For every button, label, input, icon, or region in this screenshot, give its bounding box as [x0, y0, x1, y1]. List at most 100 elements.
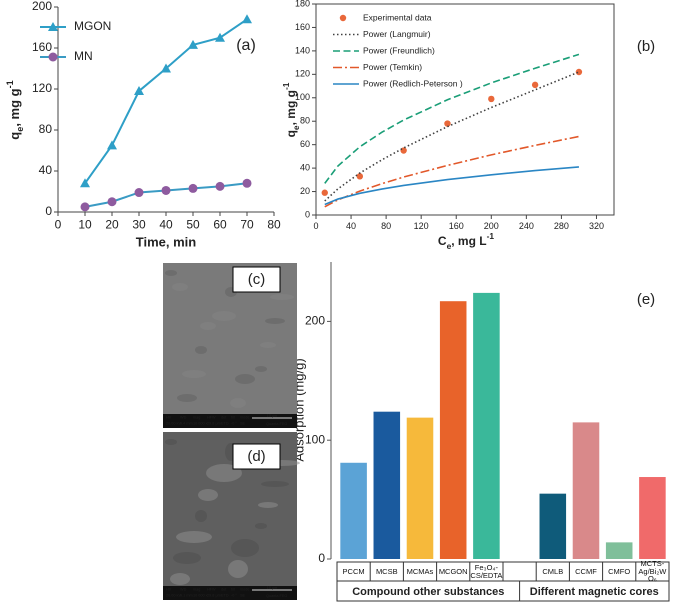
instrument: Quanta FEG [266, 422, 287, 426]
info-value: 29.8 µm [207, 422, 221, 426]
x-tick-label: 0 [313, 221, 318, 231]
group-label: Compound other substances [352, 586, 504, 598]
info-header: mag [193, 416, 200, 420]
texture [228, 560, 248, 578]
info-header: HFW [207, 588, 216, 592]
label-box [232, 266, 281, 293]
y-tick-label: 180 [295, 0, 310, 8]
legend-label: Power (Redlich-Peterson ) [363, 78, 463, 88]
x-tick-label: 200 [484, 221, 499, 231]
y-axis-label: qe, mg g-1 [281, 82, 301, 137]
bar [572, 422, 600, 559]
data-point [488, 95, 495, 103]
y-tick-label: 0 [318, 551, 325, 565]
data-point [161, 185, 171, 195]
x-tick-label: 80 [381, 221, 391, 231]
info-value: 10 000 x [193, 422, 208, 426]
y-tick-label: 40 [39, 163, 53, 177]
x-tick-label: 60 [213, 217, 227, 231]
bar [373, 411, 401, 559]
y-tick-label: 120 [295, 69, 310, 79]
x-tick-label: CCMF [575, 566, 597, 576]
y-axis-label-part: , mg g [284, 90, 298, 125]
bar [406, 417, 434, 559]
info-header: HV [166, 588, 172, 592]
x-tick-label: CMLB [542, 566, 564, 576]
y-axis-label-part: -1 [281, 82, 291, 90]
data-point [188, 39, 198, 49]
texture [265, 318, 285, 324]
info-value: 9.4 mm [180, 422, 193, 426]
info-header: mode [240, 416, 250, 420]
x-tick-label: 50 [186, 217, 200, 231]
x-axis-label: Time, min [136, 234, 197, 249]
series-line [324, 53, 580, 184]
x-tick-label: Fe₃O₄-CS/EDTA [470, 562, 503, 580]
texture [170, 573, 190, 585]
texture [258, 502, 278, 508]
texture [165, 439, 177, 445]
data-point [400, 147, 407, 154]
y-tick-label: 60 [300, 139, 310, 149]
texture [182, 370, 206, 378]
info-value: -0 ° [231, 422, 237, 426]
x-tick-label: MCSB [375, 566, 398, 576]
x-tick-label: MCGON [438, 566, 468, 576]
panel-label: (e) [637, 291, 655, 308]
texture [255, 366, 267, 372]
info-value: 10 000 x [193, 594, 208, 598]
info-header: det [221, 588, 227, 592]
bar [473, 292, 500, 559]
x-tick-label: 160 [449, 221, 464, 231]
legend-label: Experimental data [363, 12, 432, 22]
x-tick-label: PCCM [342, 566, 365, 576]
data-point [321, 189, 328, 196]
y-axis-label-part: e [15, 127, 25, 132]
data-point [80, 178, 90, 188]
x-tick-label: 280 [554, 221, 569, 231]
data-point [134, 188, 144, 198]
info-value: ETD [221, 594, 229, 598]
y-tick-label: 40 [300, 162, 310, 172]
texture [212, 311, 236, 321]
texture [230, 398, 246, 408]
series-line [324, 166, 580, 206]
data-point [242, 14, 252, 24]
y-tick-label: 100 [305, 432, 325, 446]
info-value: 20.00 kV [166, 594, 181, 598]
bar [639, 477, 666, 559]
series-line [324, 71, 580, 202]
texture [165, 270, 177, 276]
texture [198, 489, 218, 501]
y-tick-label: 160 [295, 22, 310, 32]
y-axis-label-part: e [291, 125, 301, 130]
x-tick-label: 30 [132, 217, 146, 231]
plot-frame [315, 3, 615, 216]
info-header: HV [166, 416, 172, 420]
y-axis-label: qe, mg g-1 [5, 80, 25, 139]
bar [340, 462, 367, 559]
panel-label: (d) [247, 448, 265, 465]
panel-label: (b) [637, 38, 655, 55]
texture [260, 342, 276, 348]
info-value: SE [240, 422, 246, 426]
legend-label: Power (Langmuir) [363, 29, 431, 39]
info-header: mode [240, 588, 250, 592]
info-header: tilt [231, 416, 236, 420]
y-tick-label: 100 [295, 92, 310, 102]
data-point [48, 52, 58, 62]
x-axis-label-part: C [438, 234, 447, 248]
info-value: ETD [221, 422, 229, 426]
x-tick-label: 240 [519, 221, 534, 231]
x-tick-label: 20 [105, 217, 119, 231]
y-axis-label-part: -1 [5, 80, 15, 88]
y-axis-label-part: q [284, 130, 298, 137]
x-tick-label: 40 [159, 217, 173, 231]
texture [200, 322, 216, 330]
data-point [134, 86, 144, 96]
info-header: WD [180, 416, 187, 420]
info-header: tilt [231, 588, 236, 592]
texture [270, 294, 294, 300]
